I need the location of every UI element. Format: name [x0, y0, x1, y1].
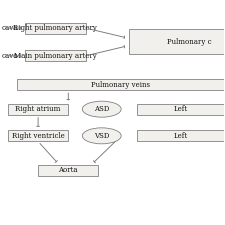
Text: VSD: VSD: [94, 132, 109, 140]
Text: ASD: ASD: [94, 105, 109, 113]
FancyBboxPatch shape: [129, 29, 225, 54]
Ellipse shape: [82, 101, 121, 117]
Text: Right atrium: Right atrium: [15, 105, 61, 113]
Text: Main pulmonary artery: Main pulmonary artery: [14, 52, 97, 60]
FancyBboxPatch shape: [16, 79, 224, 90]
FancyBboxPatch shape: [0, 22, 4, 34]
Text: cava: cava: [2, 52, 18, 60]
Text: Right ventricle: Right ventricle: [12, 132, 65, 140]
FancyBboxPatch shape: [0, 50, 4, 61]
FancyBboxPatch shape: [137, 104, 224, 115]
Text: Left: Left: [173, 132, 187, 140]
FancyBboxPatch shape: [137, 130, 224, 141]
Text: Aorta: Aorta: [58, 166, 78, 174]
FancyBboxPatch shape: [8, 130, 68, 141]
Text: cava: cava: [2, 24, 18, 32]
Text: Pulmonary veins: Pulmonary veins: [91, 81, 150, 89]
Text: Pulmonary c: Pulmonary c: [167, 38, 212, 45]
FancyBboxPatch shape: [25, 50, 86, 61]
Text: Right pulmonary artery: Right pulmonary artery: [14, 24, 97, 32]
FancyBboxPatch shape: [38, 165, 99, 176]
Text: Left: Left: [173, 105, 187, 113]
FancyBboxPatch shape: [25, 22, 86, 34]
FancyBboxPatch shape: [8, 104, 68, 115]
Ellipse shape: [82, 128, 121, 144]
